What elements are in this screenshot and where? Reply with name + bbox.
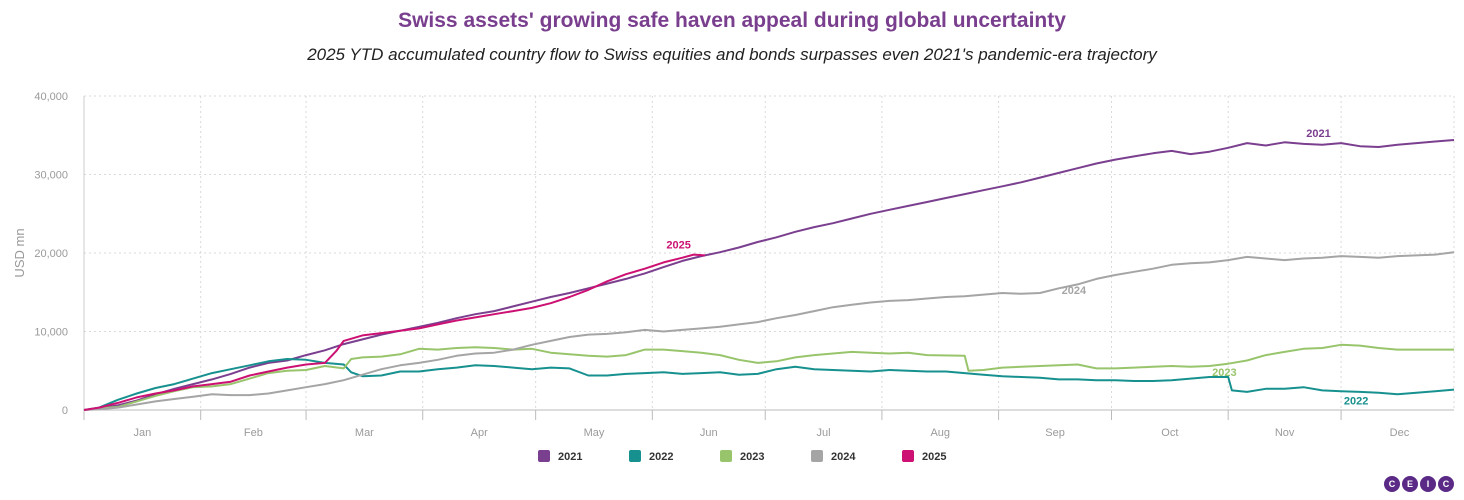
x-tick-label: May	[584, 427, 605, 439]
series-line-2023	[83, 343, 1454, 411]
series-label-2025: 2025	[666, 239, 690, 251]
axes: 0 10,000 20,000 30,000 40,000 USD mn Jan Feb Mar…	[12, 91, 1454, 439]
x-tick-label: Aug	[930, 427, 950, 439]
legend-swatch-2025	[902, 450, 914, 462]
legend-label-2022: 2022	[649, 451, 673, 463]
legend-swatch-2022	[629, 450, 641, 462]
legend-label-2021: 2021	[558, 451, 582, 463]
x-tick-label: Jun	[700, 427, 718, 439]
x-tick-label: Apr	[471, 427, 488, 439]
series-line-2022	[83, 358, 1455, 411]
y-tick-label: 30,000	[34, 170, 68, 182]
legend-swatch-2021	[538, 450, 550, 462]
y-tick-label: 40,000	[34, 91, 68, 103]
x-tick-label: Oct	[1161, 427, 1178, 439]
x-tick-label: Feb	[244, 427, 263, 439]
x-tick-label: Mar	[355, 427, 374, 439]
series-lines	[83, 139, 1455, 411]
logo-letter: I	[1420, 476, 1436, 492]
series-label-2021: 2021	[1306, 128, 1330, 140]
logo-letter: E	[1402, 476, 1418, 492]
x-tick-label: Jul	[817, 427, 831, 439]
grid	[84, 95, 1455, 411]
legend-swatch-2023	[720, 450, 732, 462]
x-tick-label: Sep	[1045, 427, 1065, 439]
series-label-2022: 2022	[1344, 396, 1368, 408]
y-tick-label: 10,000	[34, 327, 68, 339]
series-line-2025	[83, 253, 706, 411]
legend-label-2025: 2025	[922, 451, 946, 463]
chart-subtitle: 2025 YTD accumulated country flow to Swi…	[307, 45, 1157, 64]
series-label-2023: 2023	[1212, 367, 1236, 379]
ceic-logo: C E I C	[1384, 476, 1454, 492]
series-line-2021	[83, 139, 1455, 411]
series-line-2024	[83, 251, 1455, 411]
legend-label-2024: 2024	[831, 451, 856, 463]
y-tick-label: 0	[62, 405, 68, 417]
series-label-2024: 2024	[1062, 285, 1087, 297]
x-tick-label: Jan	[133, 427, 151, 439]
chart-title: Swiss assets' growing safe haven appeal …	[398, 9, 1066, 32]
y-tick-label: 20,000	[34, 248, 68, 260]
legend-swatch-2024	[811, 450, 823, 462]
legend-label-2023: 2023	[740, 451, 764, 463]
logo-letter: C	[1384, 476, 1400, 492]
y-axis-title: USD mn	[12, 228, 27, 277]
x-tick-label: Dec	[1390, 427, 1410, 439]
series-labels: 2021 2022 2023 2024 2025	[666, 128, 1368, 408]
x-tick-label: Nov	[1275, 427, 1295, 439]
legend: 2021 2022 2023 2024 2025	[538, 450, 946, 463]
logo-letter: C	[1438, 476, 1454, 492]
